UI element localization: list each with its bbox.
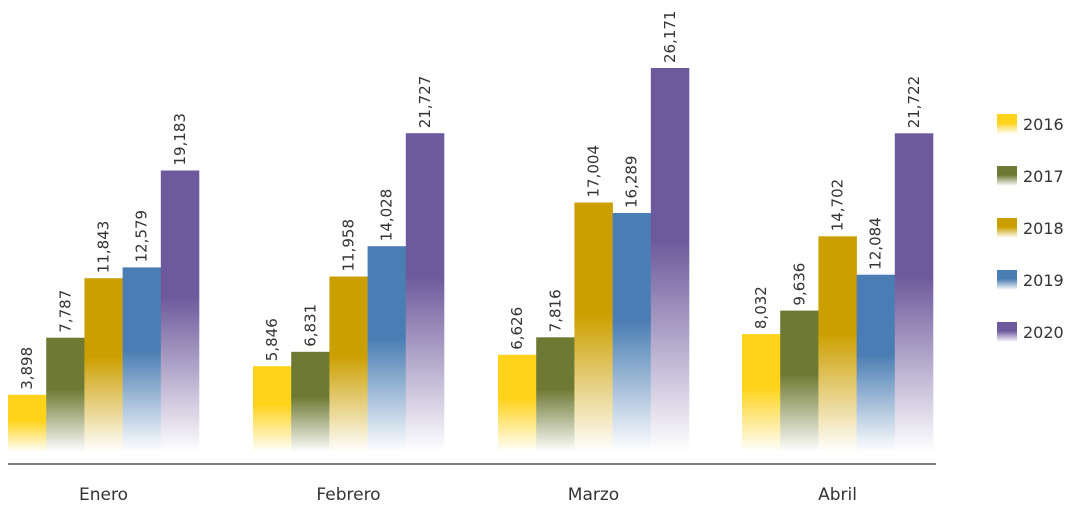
bar-febrero-2018 [329, 276, 368, 452]
bar-febrero-2019 [367, 246, 407, 452]
bar-enero-2018 [84, 278, 123, 452]
value-label-febrero-2019: 14,028 [378, 189, 396, 242]
value-label-marzo-2017: 7,816 [546, 289, 564, 332]
bar-enero-2019 [122, 267, 162, 452]
bar-enero-2020 [160, 170, 200, 452]
bar-enero-2017 [46, 337, 85, 452]
bar-marzo-2018 [574, 202, 613, 452]
value-label-abril-2020: 21,722 [905, 76, 923, 129]
category-label-febrero: Febrero [316, 485, 380, 505]
value-label-abril-2016: 8,032 [752, 286, 770, 329]
category-label-enero: Enero [79, 485, 128, 505]
value-label-febrero-2020: 21,727 [416, 76, 434, 129]
legend: 2016 2017 2018 2019 2020 [997, 114, 1064, 342]
value-label-febrero-2018: 11,958 [340, 219, 358, 272]
value-label-febrero-2016: 5,846 [263, 318, 281, 361]
legend-swatch-2019 [997, 270, 1017, 290]
value-label-enero-2018: 11,843 [95, 221, 113, 274]
bar-febrero-2016 [253, 366, 292, 452]
bar-abril-2016 [742, 334, 781, 452]
bar-marzo-2016 [498, 354, 537, 452]
value-label-enero-2020: 19,183 [171, 113, 189, 166]
value-label-febrero-2017: 6,831 [301, 304, 319, 347]
value-label-enero-2019: 12,579 [133, 210, 151, 263]
legend-label-2020: 2020 [1023, 323, 1064, 342]
value-label-abril-2017: 9,636 [790, 263, 808, 306]
value-label-enero-2017: 7,787 [56, 290, 74, 333]
value-label-marzo-2019: 16,289 [623, 156, 641, 209]
bar-abril-2019 [856, 274, 896, 452]
legend-label-2019: 2019 [1023, 271, 1064, 290]
legend-swatch-2018 [997, 218, 1017, 238]
value-label-abril-2018: 14,702 [829, 179, 847, 232]
legend-label-2017: 2017 [1023, 167, 1064, 186]
category-labels-layer: Enero Febrero Marzo Abril [79, 485, 857, 505]
bar-abril-2020 [894, 133, 934, 453]
bar-febrero-2017 [291, 351, 330, 452]
legend-label-2018: 2018 [1023, 219, 1064, 238]
category-label-abril: Abril [818, 485, 857, 505]
legend-swatch-2017 [997, 166, 1017, 186]
value-label-enero-2016: 3,898 [18, 347, 36, 390]
bar-marzo-2019 [612, 213, 652, 452]
value-label-marzo-2018: 17,004 [585, 145, 603, 198]
value-label-marzo-2016: 6,626 [508, 307, 526, 350]
legend-swatch-2016 [997, 114, 1017, 134]
bar-abril-2017 [780, 310, 819, 452]
legend-swatch-2020 [997, 322, 1017, 342]
bar-enero-2016 [8, 394, 47, 452]
category-label-marzo: Marzo [568, 485, 619, 505]
value-label-marzo-2020: 26,171 [661, 11, 679, 64]
bar-febrero-2020 [405, 133, 445, 452]
bar-marzo-2017 [536, 337, 575, 452]
legend-label-2016: 2016 [1023, 115, 1064, 134]
bars-layer [8, 68, 934, 453]
value-label-abril-2019: 12,084 [867, 217, 885, 270]
bar-abril-2018 [818, 236, 857, 452]
value-labels-layer: 3,898 7,787 11,843 12,579 19,183 5,846 6,831 11… [18, 11, 923, 390]
bar-marzo-2020 [650, 68, 690, 452]
